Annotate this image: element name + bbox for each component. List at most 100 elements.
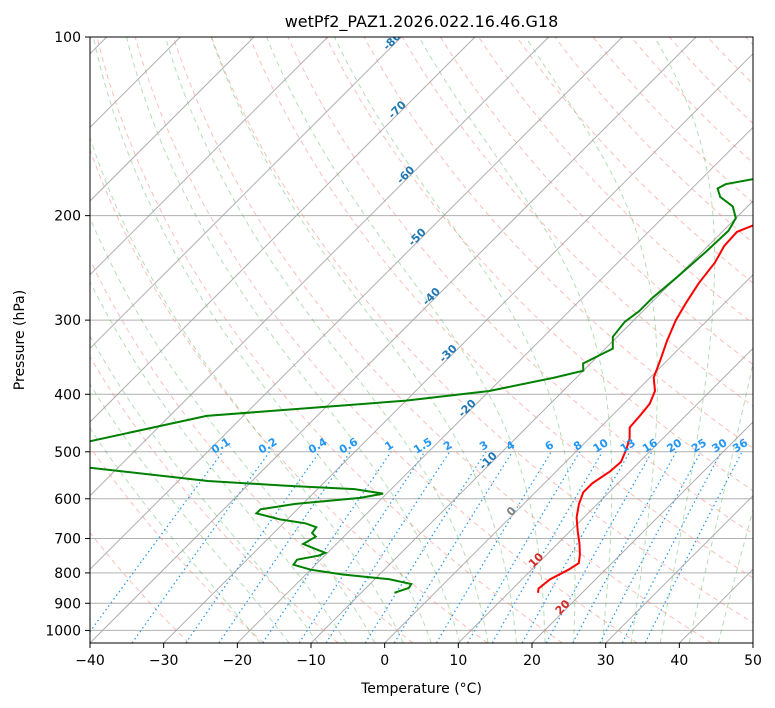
dry-adiabat — [249, 37, 753, 579]
skewed-isotherm — [310, 200, 753, 643]
mixing-ratio-label: 36 — [730, 436, 750, 455]
skewed-isotherm — [457, 347, 753, 643]
dry-adiabat — [478, 37, 753, 325]
temperature-profile — [537, 224, 753, 593]
dry-adiabat — [134, 37, 638, 643]
isotherm-label: -80 — [380, 29, 403, 52]
mixing-ratio-label: 8 — [571, 438, 584, 453]
y-tick-label: 700 — [54, 532, 81, 548]
dry-adiabat — [90, 258, 414, 643]
x-tick-label: −40 — [75, 653, 105, 669]
mixing-ratio-line — [262, 451, 392, 643]
x-tick-label: 50 — [744, 653, 762, 669]
skewed-isotherm — [90, 37, 550, 497]
mixing-ratio-label: 25 — [689, 436, 709, 455]
isotherm-label: -10 — [477, 449, 500, 472]
dry-adiabat — [90, 148, 488, 643]
y-tick-label: 200 — [54, 209, 81, 225]
dry-adiabat — [745, 37, 753, 46]
mixing-ratio-line — [218, 451, 351, 643]
dry-adiabat — [96, 37, 563, 643]
moist-adiabat — [90, 216, 376, 643]
mixing-ratio-label: 10 — [591, 436, 611, 455]
y-tick-label: 900 — [54, 596, 81, 612]
x-tick-label: 40 — [670, 653, 688, 669]
dry-adiabat — [90, 445, 264, 643]
skewed-isotherm — [752, 642, 753, 643]
mixing-ratio-line — [435, 451, 552, 643]
grid-layer — [90, 37, 753, 643]
skewed-isotherm — [90, 37, 623, 571]
mixing-ratio-label: 1 — [382, 438, 395, 453]
x-tick-label: 0 — [380, 653, 389, 669]
dry-adiabat — [669, 37, 753, 125]
moist-adiabat — [90, 335, 319, 643]
data-layer — [90, 178, 753, 594]
mixing-ratio-line — [325, 451, 451, 643]
mixing-ratio-label: 13 — [618, 436, 638, 455]
mixing-ratio-label: 0.4 — [306, 435, 330, 457]
chart-title: wetPf2_PAZ1.2026.022.16.46.G18 — [285, 12, 559, 32]
x-axis-title: Temperature (°C) — [360, 681, 482, 697]
moist-adiabat — [92, 37, 432, 643]
mixing-ratio-line — [185, 451, 321, 643]
skewed-isotherm — [605, 494, 753, 643]
y-tick-label: 600 — [54, 492, 81, 508]
mixing-ratio-line — [572, 451, 677, 643]
moist-adiabat — [418, 37, 613, 643]
dewpoint-profile — [90, 178, 753, 594]
mixing-ratio-label: 6 — [543, 438, 557, 453]
moist-adiabat — [266, 37, 546, 643]
moist-adiabat — [90, 383, 290, 643]
skewed-isotherm — [90, 37, 476, 423]
isotherm-label: -50 — [406, 225, 429, 248]
moist-adiabat — [164, 37, 489, 643]
skewed-isotherm — [90, 37, 697, 643]
x-tick-label: 20 — [523, 653, 541, 669]
dry-adiabat — [401, 37, 753, 407]
mixing-ratio-label: 1.5 — [411, 435, 434, 456]
skewed-isotherm — [90, 37, 255, 202]
skewed-isotherm — [90, 37, 402, 350]
dry-adiabat — [439, 37, 753, 366]
x-tick-label: −10 — [296, 653, 326, 669]
x-tick-label: −30 — [149, 653, 179, 669]
dry-adiabat — [90, 355, 339, 643]
dry-adiabat — [516, 37, 753, 284]
mixing-ratio-label: 0.1 — [209, 435, 232, 456]
isotherm-label: -30 — [437, 342, 460, 365]
y-tick-label: 100 — [54, 30, 81, 46]
moist-adiabat — [654, 37, 716, 643]
skewed-isotherm — [163, 52, 753, 643]
x-tick-label: 30 — [597, 653, 615, 669]
dry-adiabat — [592, 37, 753, 204]
mixing-ratio-line — [393, 451, 513, 643]
moist-adiabat — [525, 37, 658, 643]
mixing-ratio-line — [644, 451, 743, 643]
y-tick-label: 1000 — [45, 623, 81, 639]
y-tick-label: 300 — [54, 313, 81, 329]
isotherm-label: -60 — [394, 163, 417, 186]
y-axis-title: Pressure (hPa) — [12, 290, 28, 390]
y-tick-label: 400 — [54, 387, 81, 403]
moist-adiabat — [126, 37, 461, 643]
moist-adiabat — [90, 136, 404, 643]
mixing-ratio-label: 30 — [710, 436, 730, 455]
dry-adiabat — [172, 37, 712, 643]
dry-adiabat — [90, 531, 190, 643]
y-tick-label: 500 — [54, 445, 81, 461]
isotherm-label: 40 — [611, 687, 631, 707]
isotherm-label: 10 — [526, 550, 546, 570]
mixing-ratio-line — [599, 451, 702, 643]
moist-adiabat — [688, 360, 753, 643]
mixing-ratio-label: 2 — [441, 438, 454, 453]
mixing-ratio-label: 16 — [640, 436, 660, 455]
moist-adiabat — [333, 37, 576, 643]
mixing-ratio-label: 20 — [664, 436, 684, 455]
mixing-ratio-label: 0.6 — [337, 435, 361, 457]
axis-layer: −40 −30 −20 −10 0 10 20 30 40 5010020030040050060… — [45, 30, 762, 669]
isotherm-label: 20 — [553, 597, 573, 617]
mixing-ratio-line — [466, 451, 581, 643]
